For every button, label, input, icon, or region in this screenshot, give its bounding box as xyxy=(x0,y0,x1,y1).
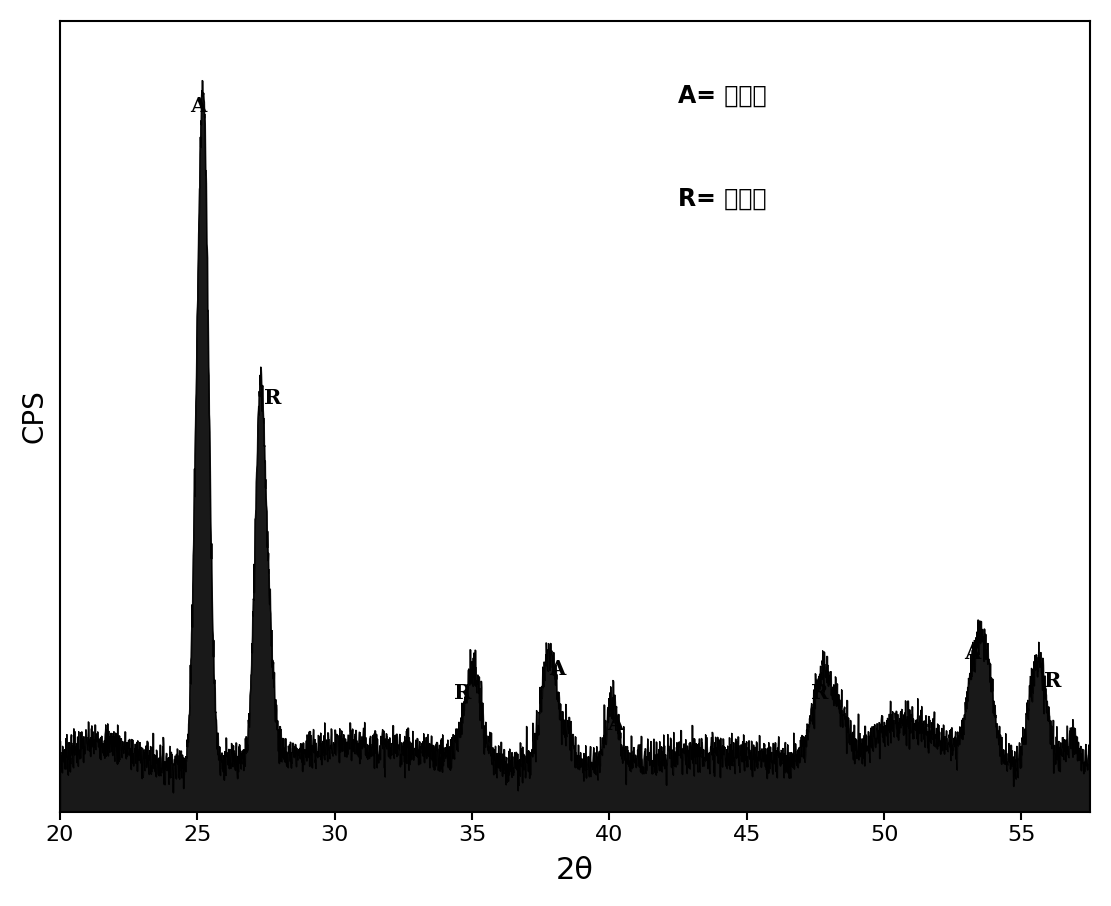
Y-axis label: CPS: CPS xyxy=(21,390,49,443)
Text: R: R xyxy=(1044,670,1062,691)
Text: A: A xyxy=(964,643,980,663)
Text: R: R xyxy=(811,683,828,703)
Text: R= 金红石: R= 金红石 xyxy=(678,187,767,211)
Text: A: A xyxy=(607,714,623,735)
Text: R: R xyxy=(453,683,471,703)
X-axis label: 2θ: 2θ xyxy=(557,856,594,885)
Text: A= 锐钓矿: A= 锐钓矿 xyxy=(678,84,767,108)
Text: A: A xyxy=(549,659,565,679)
Text: R: R xyxy=(264,389,281,409)
Text: A: A xyxy=(191,96,207,116)
